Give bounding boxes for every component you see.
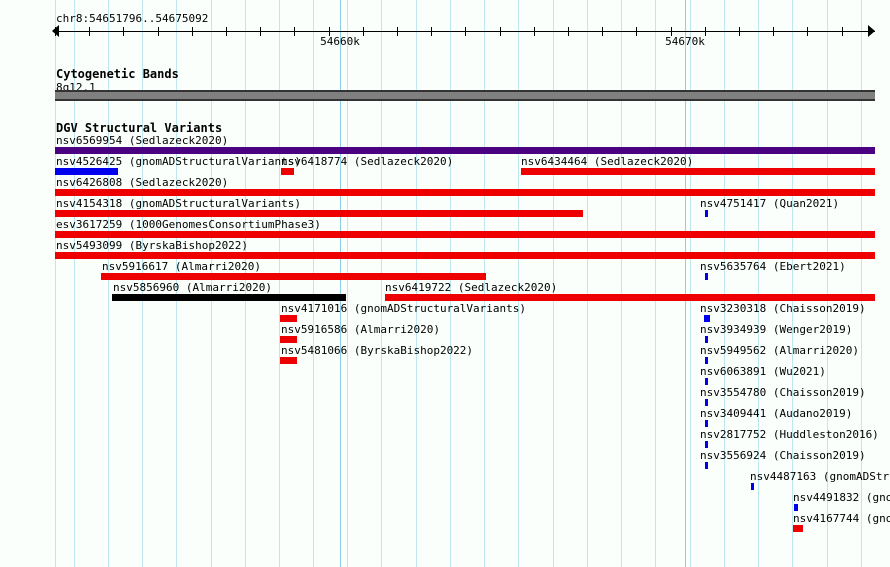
ruler-tick: [431, 27, 432, 36]
ruler-tick: [89, 27, 90, 36]
variant-label[interactable]: nsv5856960 (Almarri2020): [113, 281, 272, 294]
ruler-tick: [842, 27, 843, 36]
variant-label[interactable]: nsv5493099 (ByrskaBishop2022): [56, 239, 249, 252]
gridline: [108, 0, 109, 567]
ruler-tick-label: 54670k: [665, 35, 705, 48]
variant-bar[interactable]: [55, 147, 875, 154]
gridline: [690, 0, 691, 567]
gridline: [313, 0, 314, 567]
ruler-tick: [260, 27, 261, 36]
variant-label[interactable]: nsv5916586 (Almarri2020): [281, 323, 440, 336]
variant-bar[interactable]: [55, 252, 875, 259]
ruler-tick: [465, 27, 466, 36]
ruler-tick: [500, 27, 501, 36]
gridline: [279, 0, 280, 567]
variant-label[interactable]: nsv3230318 (Chaisson2019): [700, 302, 866, 315]
variant-label[interactable]: nsv2817752 (Huddleston2016): [700, 428, 879, 441]
gridline: [685, 0, 686, 567]
ruler-tick: [123, 27, 124, 36]
ruler-tick: [705, 27, 706, 36]
ruler-tick: [568, 27, 569, 36]
variant-bar[interactable]: [705, 273, 708, 280]
variant-label[interactable]: nsv6419722 (Sedlazeck2020): [385, 281, 558, 294]
variant-bar[interactable]: [705, 336, 708, 343]
variant-label[interactable]: nsv3409441 (Audano2019): [700, 407, 853, 420]
ruler-tick: [363, 27, 364, 36]
variant-bar[interactable]: [281, 168, 294, 175]
gridline: [655, 0, 656, 567]
ruler-tick: [773, 27, 774, 36]
variant-bar[interactable]: [705, 378, 708, 385]
variant-bar[interactable]: [704, 315, 710, 322]
variant-label[interactable]: nsv6426808 (Sedlazeck2020): [56, 176, 229, 189]
variant-label[interactable]: nsv3554780 (Chaisson2019): [700, 386, 866, 399]
ruler-tick: [158, 27, 159, 36]
ruler-tick-label: 54660k: [320, 35, 360, 48]
ruler-tick: [192, 27, 193, 36]
gridline: [621, 0, 622, 567]
variant-bar[interactable]: [705, 462, 708, 469]
variant-label[interactable]: nsv3934939 (Wenger2019): [700, 323, 853, 336]
ruler-tick: [294, 27, 295, 36]
variant-label[interactable]: esv3617259 (1000GenomesConsortiumPhase3): [56, 218, 321, 231]
variant-label[interactable]: nsv4491832 (gnom: [793, 491, 890, 504]
variant-bar[interactable]: [705, 441, 708, 448]
variant-label[interactable]: nsv4167744 (gnom: [793, 512, 890, 525]
gridline: [587, 0, 588, 567]
ruler-tick: [671, 27, 672, 36]
variant-label[interactable]: nsv6418774 (Sedlazeck2020): [281, 155, 454, 168]
variant-bar[interactable]: [280, 315, 297, 322]
variant-label[interactable]: nsv5916617 (Almarri2020): [102, 260, 261, 273]
variant-bar[interactable]: [101, 273, 486, 280]
variant-label[interactable]: nsv4487163 (gnomADStruct: [750, 470, 890, 483]
ruler-tick: [55, 27, 56, 36]
ruler-tick: [807, 27, 808, 36]
variant-label[interactable]: nsv4154318 (gnomADStructuralVariants): [56, 197, 302, 210]
gridline: [340, 0, 341, 567]
gridline: [724, 0, 725, 567]
variant-label[interactable]: nsv5481066 (ByrskaBishop2022): [281, 344, 474, 357]
variant-bar[interactable]: [793, 525, 803, 532]
ruler-tick: [602, 27, 603, 36]
variant-bar[interactable]: [55, 189, 875, 196]
variant-bar[interactable]: [794, 504, 798, 511]
ruler-tick: [397, 27, 398, 36]
variant-bar[interactable]: [705, 357, 708, 364]
variant-label[interactable]: nsv5635764 (Ebert2021): [700, 260, 846, 273]
location-label: chr8:54651796..54675092: [56, 12, 209, 25]
ruler-tick: [534, 27, 535, 36]
variant-bar[interactable]: [705, 210, 708, 217]
dgv-track-title: DGV Structural Variants: [56, 121, 223, 135]
variant-bar[interactable]: [112, 294, 346, 301]
variant-label[interactable]: nsv3556924 (Chaisson2019): [700, 449, 866, 462]
variant-bar[interactable]: [55, 168, 118, 175]
gridline: [347, 0, 348, 567]
ruler-tick: [739, 27, 740, 36]
variant-bar[interactable]: [280, 357, 297, 364]
variant-bar[interactable]: [385, 294, 875, 301]
cytogenetic-bands-title: Cytogenetic Bands: [56, 67, 179, 81]
variant-label[interactable]: nsv6063891 (Wu2021): [700, 365, 826, 378]
gridline: [381, 0, 382, 567]
variant-bar[interactable]: [55, 210, 583, 217]
variant-label[interactable]: nsv5949562 (Almarri2020): [700, 344, 859, 357]
variant-label[interactable]: nsv4171016 (gnomADStructuralVariants): [281, 302, 527, 315]
variant-bar[interactable]: [55, 231, 875, 238]
ruler-tick: [226, 27, 227, 36]
cytoband-bar[interactable]: [55, 90, 875, 101]
ruler-tick: [636, 27, 637, 36]
variant-bar[interactable]: [751, 483, 754, 490]
variant-bar[interactable]: [705, 420, 708, 427]
variant-bar[interactable]: [521, 168, 875, 175]
variant-bar[interactable]: [705, 399, 708, 406]
variant-label[interactable]: nsv4751417 (Quan2021): [700, 197, 840, 210]
variant-label[interactable]: nsv4526425 (gnomADStructuralVariants): [56, 155, 302, 168]
ruler-right-arrow-icon[interactable]: [868, 25, 875, 37]
ruler-tick: [329, 27, 330, 36]
variant-label[interactable]: nsv6569954 (Sedlazeck2020): [56, 134, 229, 147]
variant-bar[interactable]: [280, 336, 297, 343]
variant-label[interactable]: nsv6434464 (Sedlazeck2020): [521, 155, 694, 168]
